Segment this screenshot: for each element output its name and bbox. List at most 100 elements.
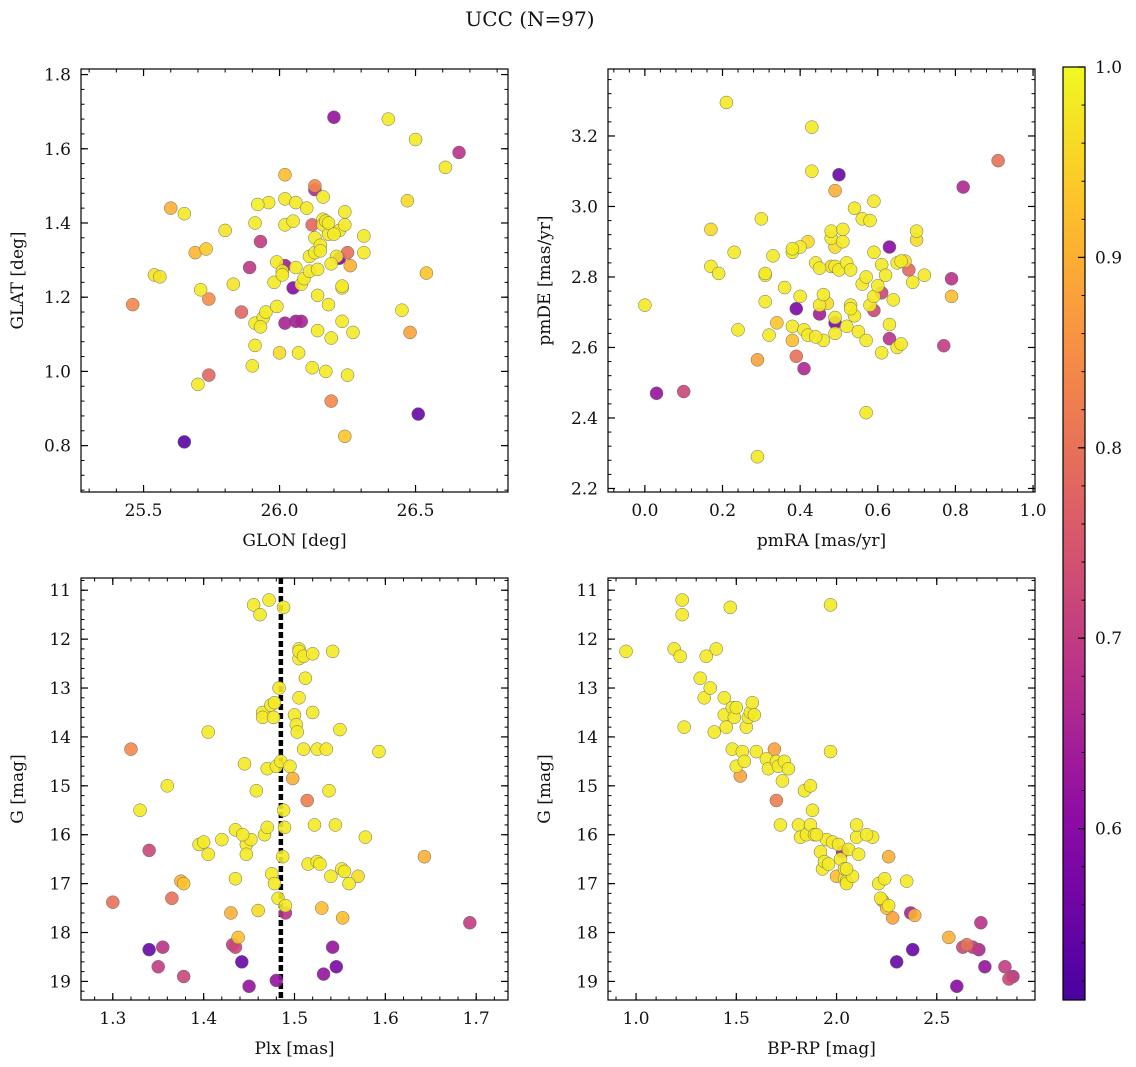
data-point [839,862,854,876]
data-point [731,323,745,337]
x-tick-label: 1.0 [1020,501,1047,521]
data-point [333,722,347,737]
data-point [358,830,373,844]
data-point [851,324,866,339]
panel-3: 1.3 1.4 1.5 1.6 1.7 11 12 13 14 15 16 17 18 19 Plx [ma… [8,577,509,1059]
data-point [215,832,229,847]
y-tick-label: 16 [49,826,71,846]
data-point [321,297,336,312]
data-point [272,681,286,695]
figure-title: UCC (N=97) [465,7,594,31]
y-tick-label: 2.6 [571,338,598,358]
data-point [290,725,304,739]
data-point [828,310,842,325]
data-point [775,774,790,788]
data-point [191,377,205,392]
colorbar-tick-label: 0.8 [1095,439,1122,459]
data-point [729,700,744,715]
data-point [859,405,873,420]
data-point [704,222,718,237]
data-point [781,761,796,776]
data-point [417,849,432,864]
data-point [262,593,276,607]
data-point [324,257,338,271]
data-point [291,346,306,360]
x-tick-label: 2.0 [823,1009,850,1029]
data-point [338,429,352,444]
colorbar-tick-label: 0.7 [1095,629,1122,649]
data-point [789,349,804,364]
data-point [836,234,850,249]
x-tick-label: 0.2 [709,501,736,521]
data-point [324,869,338,884]
data-point [319,364,333,379]
data-point [859,827,874,842]
x-tick-label: 0.0 [631,501,658,521]
x-tick-label: 2.5 [923,1009,950,1029]
data-point [452,145,466,160]
data-point [805,120,819,134]
data-point [276,803,291,818]
data-point [235,955,249,969]
data-point [224,906,238,920]
y-tick-label: 11 [49,581,71,601]
data-point [849,818,864,832]
data-point [411,407,425,421]
y-tick-label: 2.2 [571,479,598,499]
data-point [944,271,959,286]
data-point [289,260,303,275]
data-point [942,930,956,945]
data-point [164,201,178,215]
x-axis-label: pmRA [mas/yr] [757,531,886,551]
data-point [300,793,314,808]
data-point [234,305,249,319]
data-point [160,779,175,793]
data-point [777,280,792,295]
data-point [142,942,156,957]
data-point [357,245,371,260]
data-point [909,224,924,238]
data-point [889,955,904,969]
data-point [749,744,764,759]
x-axis-label: GLON [deg] [242,531,346,551]
data-point [253,234,268,249]
data-point [335,279,349,293]
x-tick-label: 1.3 [99,1009,126,1029]
data-point [269,973,284,988]
data-point [296,742,311,756]
x-tick-label: 0.8 [942,501,969,521]
x-tick-label: 1.5 [281,1009,308,1029]
y-axis-label: pmDE [mas/yr] [535,215,555,345]
data-point [351,869,365,884]
data-point [286,214,300,228]
data-point [276,600,291,615]
data-point [991,153,1005,168]
data-point [719,95,734,110]
data-point [737,754,752,769]
data-point [769,793,784,808]
data-point [809,827,824,842]
y-tick-label: 2.4 [571,409,598,429]
y-tick-label: 11 [576,581,598,601]
data-point [305,705,320,720]
y-tick-label: 2.8 [571,268,598,288]
data-point [770,316,784,330]
data-point [877,871,892,886]
y-tick-label: 14 [49,728,71,748]
data-point [789,301,804,316]
data-point [395,303,409,317]
data-point [882,317,897,332]
data-point [905,942,920,957]
data-point [153,270,167,284]
data-point [278,316,292,330]
y-tick-label: 1.8 [44,66,71,86]
data-point [843,301,858,316]
data-point [313,244,328,258]
data-point [747,708,762,722]
data-point [950,979,964,994]
y-tick-label: 13 [49,679,71,699]
data-point [156,940,170,954]
data-point [308,179,322,193]
data-point [322,783,336,798]
